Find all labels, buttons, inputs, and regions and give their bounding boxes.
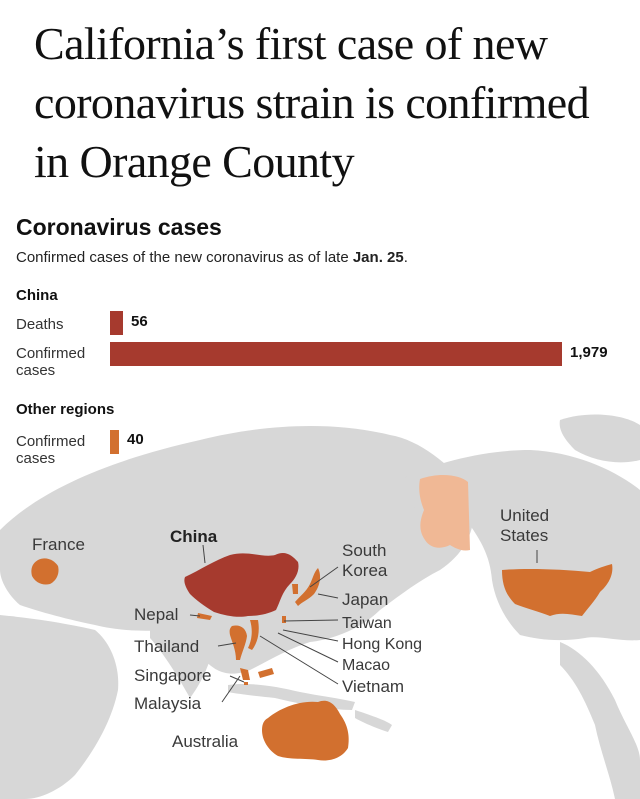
oceania-landmass <box>355 710 392 732</box>
subtitle-date: Jan. 25 <box>352 249 404 266</box>
map-japan <box>295 568 321 606</box>
map-alaska <box>419 475 470 551</box>
row-label-line-1: Confirmed <box>16 345 86 362</box>
map-label-united-states: United States <box>500 506 549 546</box>
headline-line-2: coronavirus strain is confirmed <box>34 77 590 128</box>
subtitle-text: Confirmed cases of the new coronavirus a… <box>16 249 353 266</box>
chart-title: Coronavirus cases <box>16 214 222 240</box>
map-label-malaysia: Malaysia <box>134 694 202 713</box>
row-label-china-confirmed: Confirmed cases <box>16 345 85 379</box>
map-singapore <box>244 682 248 685</box>
africa-landmass <box>0 615 119 799</box>
map-label-thailand: Thailand <box>134 637 200 656</box>
bar-china-confirmed <box>110 342 562 366</box>
map-label-japan: Japan <box>342 590 389 609</box>
headline: California’s first case of new coronavir… <box>34 14 624 191</box>
headline-line-3: in Orange County <box>34 136 355 187</box>
world-map-svg <box>0 414 640 799</box>
map-thailand <box>229 625 247 660</box>
map-nepal <box>197 613 212 620</box>
map-south-korea <box>292 584 298 594</box>
row-label-line-2: cases <box>16 362 56 379</box>
leader-hongkong <box>282 629 339 642</box>
map-label-taiwan: Taiwan <box>342 615 392 632</box>
row-label-other-confirmed: Confirmed cases <box>16 433 85 467</box>
map-label-line: South <box>342 541 387 560</box>
leader-china <box>202 544 206 564</box>
map-label-line: United <box>500 506 550 525</box>
map-label-line: States <box>500 526 549 545</box>
bar-value-china-confirmed: 1,979 <box>570 344 608 361</box>
headline-line-1: California’s first case of new <box>34 18 548 69</box>
map-label-china: China <box>170 527 218 546</box>
leader-nepal <box>189 614 201 617</box>
world-map <box>0 380 640 799</box>
map-label-nepal: Nepal <box>134 605 179 624</box>
map-china <box>184 552 299 617</box>
row-label-line-1: Confirmed <box>16 433 86 450</box>
south-america-landmass <box>560 642 640 799</box>
map-label-south-korea: South Korea <box>342 541 387 581</box>
map-taiwan <box>282 616 286 623</box>
map-land <box>0 414 640 799</box>
group-label-china: China <box>16 287 58 304</box>
map-label-vietnam: Vietnam <box>342 677 405 696</box>
leader-macao <box>277 632 339 663</box>
greenland-landmass <box>559 414 640 463</box>
leader-vietnam <box>259 635 339 685</box>
map-leader-lines <box>189 544 538 703</box>
map-malaysia <box>240 668 274 680</box>
map-australia <box>262 700 349 761</box>
bar-value-china-deaths: 56 <box>131 313 148 330</box>
bar-china-deaths <box>110 311 123 335</box>
map-label-france: France <box>32 535 85 554</box>
leader-korea <box>309 566 339 588</box>
leader-thailand <box>217 642 237 647</box>
group-label-other-regions: Other regions <box>16 401 115 418</box>
eurasia-landmass <box>0 425 474 674</box>
leader-taiwan <box>283 619 339 622</box>
chart-subtitle: Confirmed cases of the new coronavirus a… <box>16 249 408 266</box>
map-label-singapore: Singapore <box>134 666 212 685</box>
row-label-line-2: cases <box>16 450 56 467</box>
map-france <box>31 558 59 585</box>
bar-value-other-confirmed: 40 <box>127 431 144 448</box>
row-label-china-deaths: Deaths <box>16 316 64 333</box>
leader-japan <box>317 593 339 599</box>
leader-malaysia <box>221 675 241 703</box>
map-label-hong-kong: Hong Kong <box>342 636 423 653</box>
map-united-states <box>502 564 613 616</box>
leader-singapore <box>229 675 245 683</box>
bar-other-confirmed <box>110 430 119 454</box>
map-label-macao: Macao <box>342 657 391 674</box>
map-label-line: Korea <box>342 561 388 580</box>
map-vietnam <box>248 620 259 650</box>
map-label-australia: Australia <box>172 732 239 751</box>
subtitle-suffix: . <box>403 249 408 266</box>
india-landmass <box>150 620 215 698</box>
